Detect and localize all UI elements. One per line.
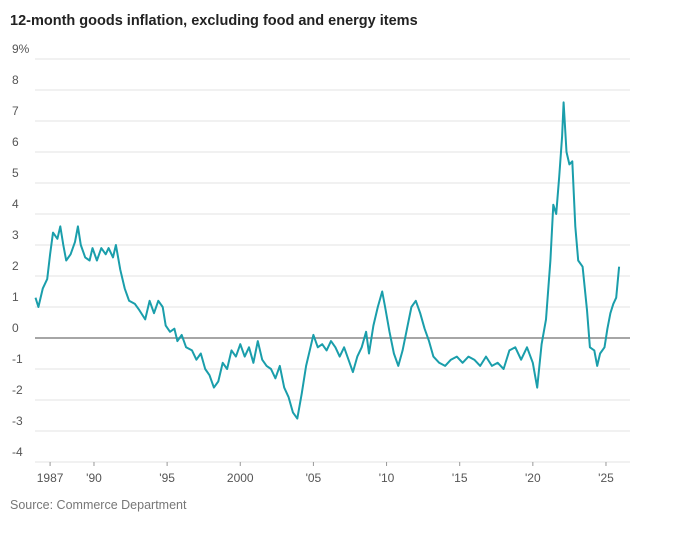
y-tick-label: 5: [12, 166, 19, 180]
y-tick-label: 1: [12, 290, 19, 304]
y-tick-label: 6: [12, 135, 19, 149]
x-tick-label: '20: [525, 471, 541, 485]
y-tick-label: 4: [12, 197, 19, 211]
chart-title: 12-month goods inflation, excluding food…: [10, 13, 418, 29]
data-line: [34, 101, 621, 420]
y-tick-label: 3: [12, 228, 19, 242]
y-tick-label: -1: [12, 352, 23, 366]
y-tick-label: -3: [12, 414, 23, 428]
y-tick-label: 7: [12, 104, 19, 118]
y-tick-label: 8: [12, 73, 19, 87]
y-tick-label: -4: [12, 445, 23, 459]
y-tick-label: 9%: [12, 42, 30, 56]
x-tick-label: '05: [306, 471, 322, 485]
x-tick-label: 2000: [227, 471, 254, 485]
y-tick-label: -2: [12, 383, 23, 397]
x-tick-label: '90: [86, 471, 102, 485]
x-tick-label: '95: [159, 471, 175, 485]
x-tick-label: '10: [379, 471, 395, 485]
x-tick-label: '25: [598, 471, 614, 485]
x-tick-label: 1987: [37, 471, 64, 485]
source-note: Source: Commerce Department: [10, 498, 187, 512]
y-tick-label: 2: [12, 259, 19, 273]
x-tick-label: '15: [452, 471, 468, 485]
y-tick-label: 0: [12, 321, 19, 335]
